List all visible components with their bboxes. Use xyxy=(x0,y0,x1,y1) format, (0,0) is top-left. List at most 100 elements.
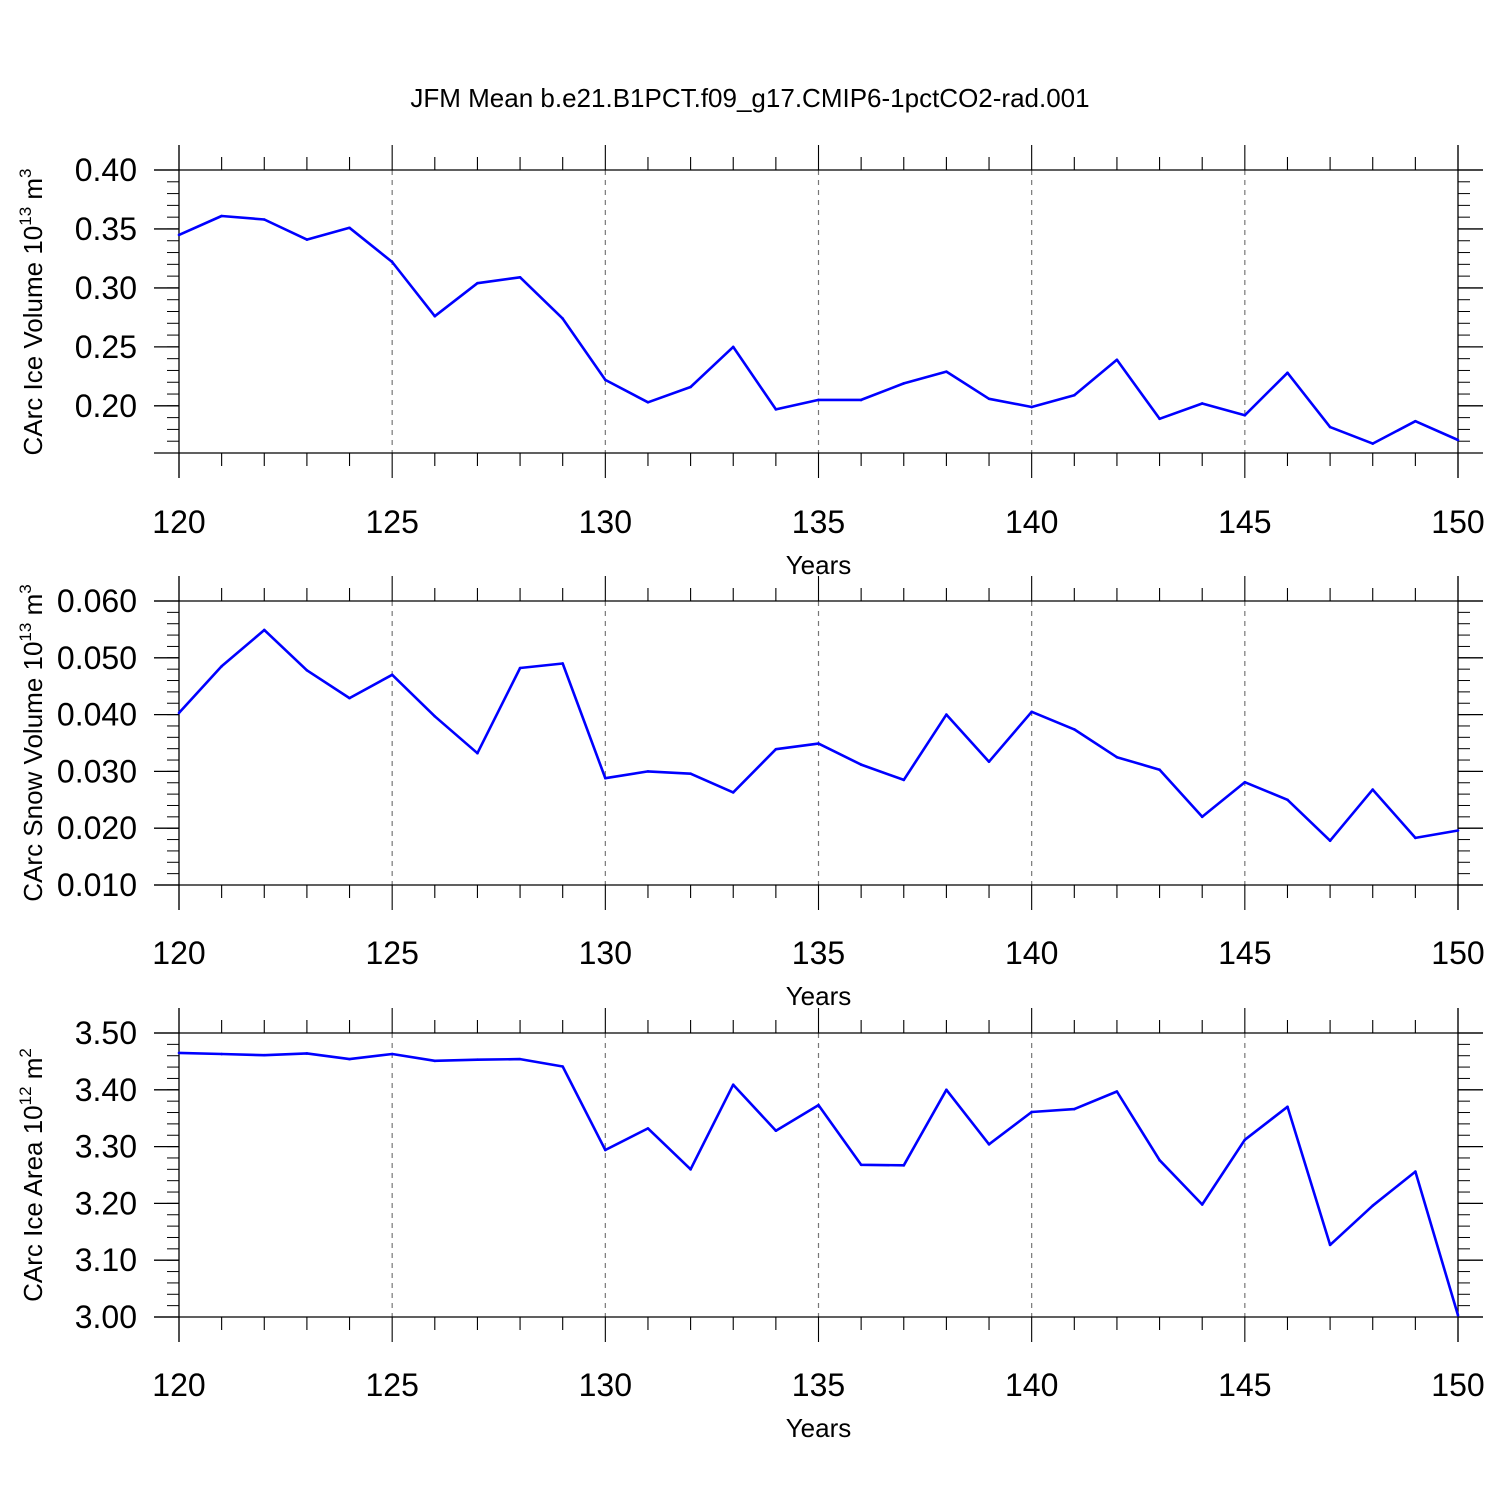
y-tick-label: 3.40 xyxy=(75,1072,137,1108)
data-point xyxy=(1456,829,1460,832)
y-axis-title: CArc Snow Volume 1013 m3 xyxy=(16,584,48,901)
data-point xyxy=(731,345,735,349)
data-point xyxy=(1158,768,1161,771)
chart-title: JFM Mean b.e21.B1PCT.f09_g17.CMIP6-1pctC… xyxy=(410,83,1089,113)
data-point xyxy=(1030,1110,1033,1114)
x-tick-label: 120 xyxy=(152,935,205,971)
data-point xyxy=(689,385,692,389)
data-point xyxy=(1243,413,1247,417)
y-axis-title: CArc Ice Area 1012 m2 xyxy=(16,1048,48,1302)
x-tick-label: 145 xyxy=(1218,935,1271,971)
y-axis-title-unit-exponent: 2 xyxy=(16,1048,35,1057)
data-point xyxy=(433,715,437,718)
data-point xyxy=(1456,1313,1460,1317)
y-tick-label: 3.20 xyxy=(75,1185,137,1221)
x-tick-label: 145 xyxy=(1218,1367,1271,1403)
x-tick-label: 130 xyxy=(579,935,632,971)
data-point xyxy=(1073,1107,1076,1111)
data-point xyxy=(1371,1204,1375,1207)
data-point xyxy=(561,1065,564,1068)
data-point xyxy=(262,218,266,221)
data-point xyxy=(476,751,479,755)
x-tick-label: 130 xyxy=(579,504,632,540)
data-point xyxy=(859,763,863,766)
data-point xyxy=(1030,405,1033,409)
data-point xyxy=(646,1127,650,1130)
data-point xyxy=(390,260,394,264)
x-tick-label: 125 xyxy=(365,935,418,971)
y-tick-label: 0.30 xyxy=(75,270,137,306)
y-tick-label: 0.030 xyxy=(57,753,137,789)
x-axis-title: Years xyxy=(786,981,852,1011)
data-point xyxy=(1414,1170,1417,1173)
data-point xyxy=(987,397,991,401)
data-point xyxy=(859,398,863,402)
x-tick-label: 140 xyxy=(1005,935,1058,971)
y-tick-label: 3.30 xyxy=(75,1129,137,1165)
x-tick-label: 135 xyxy=(792,504,845,540)
data-point xyxy=(1456,438,1460,442)
x-tick-label: 130 xyxy=(579,1367,632,1403)
chart-panel-3: 3.00 3.10 3.20 3.30 3.40 3.50 120 125 130 135 140 1… xyxy=(16,1008,1485,1443)
x-tick-label: 120 xyxy=(152,1367,205,1403)
data-point xyxy=(518,1057,522,1061)
data-point xyxy=(1115,358,1119,362)
data-point xyxy=(220,665,223,668)
data-point xyxy=(220,1052,223,1056)
y-tick-label: 0.050 xyxy=(57,640,137,676)
x-tick-label: 140 xyxy=(1005,1367,1058,1403)
x-tick-label: 120 xyxy=(152,504,205,540)
y-axis-title: CArc Ice Volume 1013 m3 xyxy=(16,168,48,455)
chart-panel-1: 0.20 0.25 0.30 0.35 0.40 120 125 130 135 140 145 15… xyxy=(16,145,1485,580)
data-point xyxy=(817,398,820,402)
data-point xyxy=(1158,417,1161,421)
data-point xyxy=(774,1129,778,1132)
y-tick-label: 0.35 xyxy=(75,211,137,247)
data-point xyxy=(1286,1105,1289,1109)
data-point xyxy=(305,1052,309,1055)
data-point xyxy=(987,1143,991,1146)
data-point xyxy=(859,1163,863,1167)
x-tick-label: 125 xyxy=(365,504,418,540)
data-point xyxy=(1414,419,1417,423)
data-point xyxy=(604,378,607,382)
y-tick-label: 0.060 xyxy=(57,583,137,619)
data-point xyxy=(561,662,564,665)
data-point xyxy=(1073,393,1076,397)
data-point xyxy=(348,1057,351,1061)
y-tick-label: 0.010 xyxy=(57,867,137,903)
x-tick-label: 125 xyxy=(365,1367,418,1403)
x-tick-label: 150 xyxy=(1431,935,1484,971)
data-point xyxy=(1200,815,1204,819)
data-point xyxy=(689,1168,692,1171)
y-tick-label: 0.25 xyxy=(75,329,137,365)
data-point xyxy=(1414,836,1417,840)
y-axis-title-exponent: 13 xyxy=(16,623,35,642)
y-axis-title-unit-exponent: 3 xyxy=(16,168,35,177)
x-tick-label: 140 xyxy=(1005,504,1058,540)
data-point xyxy=(987,760,991,764)
data-point xyxy=(518,276,522,279)
data-point xyxy=(348,696,351,700)
data-point xyxy=(348,226,351,230)
data-point xyxy=(1328,1243,1332,1247)
data-point xyxy=(518,666,522,670)
data-point xyxy=(1286,371,1289,375)
data-point xyxy=(1328,425,1332,429)
y-tick-label: 0.40 xyxy=(75,152,137,188)
x-axis-title: Years xyxy=(786,1413,852,1443)
data-point xyxy=(817,1103,820,1107)
data-point xyxy=(476,281,479,285)
data-point xyxy=(646,400,650,404)
data-point xyxy=(262,1053,266,1057)
y-axis-title-unit-exponent: 3 xyxy=(16,584,35,593)
y-tick-label: 3.50 xyxy=(75,1015,137,1051)
data-point xyxy=(390,1052,394,1056)
data-point xyxy=(1200,1203,1204,1206)
data-point xyxy=(646,770,650,773)
data-point xyxy=(1243,1138,1247,1142)
data-point xyxy=(1115,755,1119,759)
data-point xyxy=(604,776,607,780)
data-point xyxy=(731,1083,735,1086)
